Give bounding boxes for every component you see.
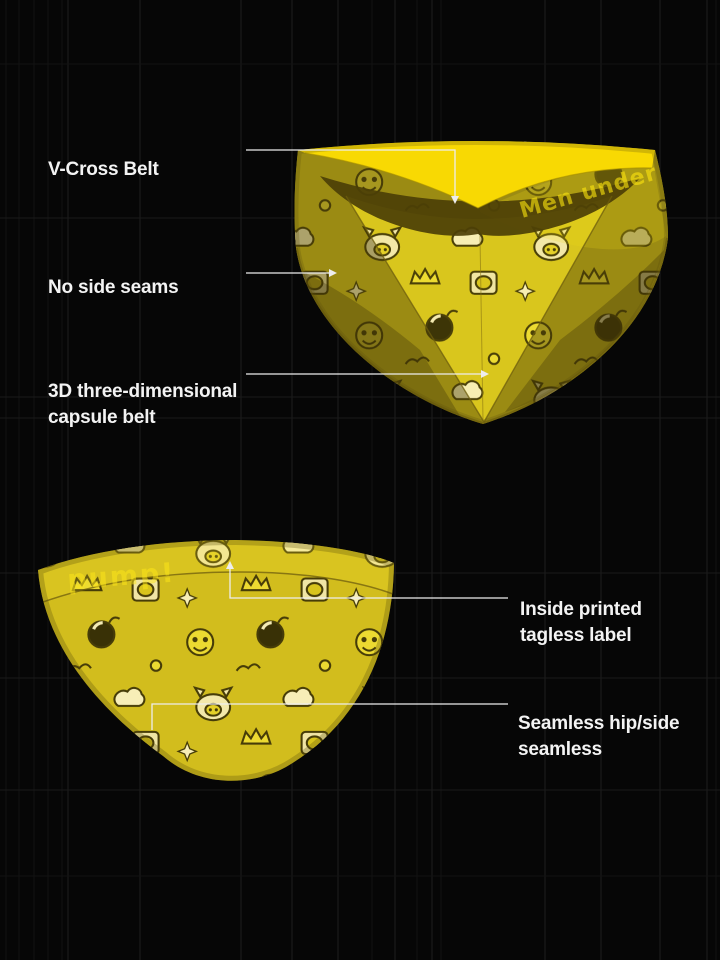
- callout-label-line: Inside printed: [520, 599, 642, 620]
- callout-label-line: No side seams: [48, 277, 179, 298]
- back-waistband-print-text: pump!: [66, 558, 176, 596]
- front-right-leg-shade: [505, 250, 664, 412]
- front-waistband: [298, 141, 655, 208]
- arrow-right-icon: [481, 370, 489, 378]
- briefs-back-view: pump!: [38, 540, 394, 781]
- callout-label-line: capsule belt: [48, 407, 156, 428]
- callout-line-v-cross-belt: [246, 149, 459, 204]
- callout-line-capsule-belt: [246, 370, 489, 378]
- callout-label-line: V-Cross Belt: [48, 159, 159, 180]
- callout-label-seamless-hip: Seamless hip/side seamless: [518, 711, 680, 763]
- callout-label-tagless-label: Inside printed tagless label: [520, 597, 642, 649]
- front-side-shading: [294, 141, 668, 424]
- callout-line-tagless-label: [226, 561, 508, 599]
- briefs-front-view: Men under w: [294, 141, 668, 424]
- front-waistband-seam: [304, 152, 653, 209]
- arrow-down-icon: [451, 196, 459, 204]
- callout-label-line: tagless label: [520, 625, 632, 646]
- callout-line-seamless-hip: [151, 703, 508, 730]
- front-left-leg-shade: [300, 270, 460, 416]
- callout-label-line: Seamless hip/side: [518, 713, 680, 734]
- callout-lines: [151, 149, 508, 730]
- callout-label-no-side-seams: No side seams: [48, 275, 179, 301]
- back-waistband-seam: [39, 571, 394, 604]
- callout-label-capsule-belt: 3D three-dimensional capsule belt: [48, 379, 237, 431]
- callout-label-line: seamless: [518, 739, 602, 760]
- front-leg-hems: [294, 237, 668, 424]
- front-v-seams: [345, 195, 613, 423]
- arrow-up-icon: [226, 561, 234, 569]
- back-waistband: [38, 540, 394, 603]
- front-center-seam: [479, 235, 484, 421]
- back-rim-shade: [38, 540, 394, 781]
- arrow-right-icon: [329, 269, 337, 277]
- callout-line-no-side-seams: [246, 269, 337, 277]
- callout-label-v-cross-belt: V-Cross Belt: [48, 157, 159, 183]
- callout-label-line: 3D three-dimensional: [48, 381, 238, 402]
